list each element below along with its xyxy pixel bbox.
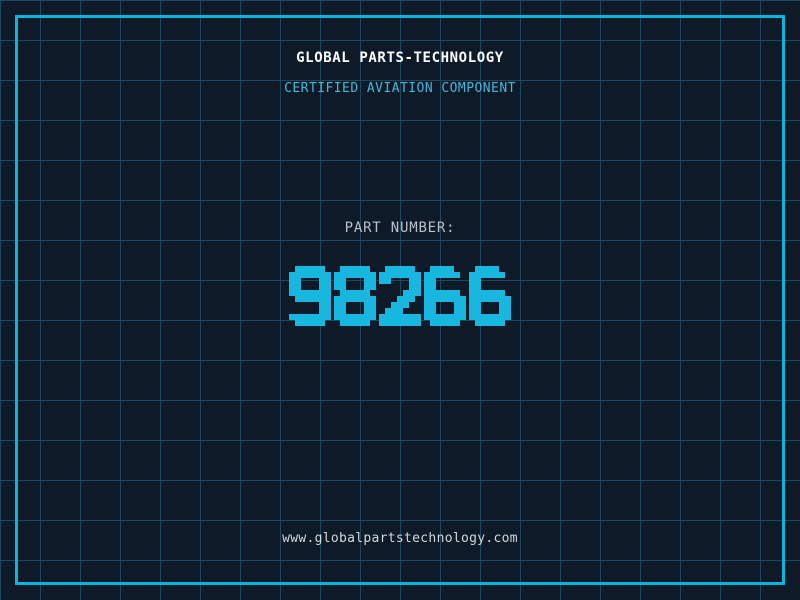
part-number-display: [0, 266, 800, 326]
part-number-digit: [289, 266, 331, 326]
part-number-label: PART NUMBER:: [344, 220, 456, 236]
part-number-digit: [379, 266, 421, 326]
part-number-digit: [424, 266, 466, 326]
company-title: GLOBAL PARTS-TECHNOLOGY: [296, 50, 504, 66]
website-url: www.globalpartstechnology.com: [282, 531, 518, 546]
part-number-digit: [334, 266, 376, 326]
certification-subtitle: CERTIFIED AVIATION COMPONENT: [284, 81, 516, 96]
frame-border: [15, 15, 785, 585]
part-number-digit: [469, 266, 511, 326]
